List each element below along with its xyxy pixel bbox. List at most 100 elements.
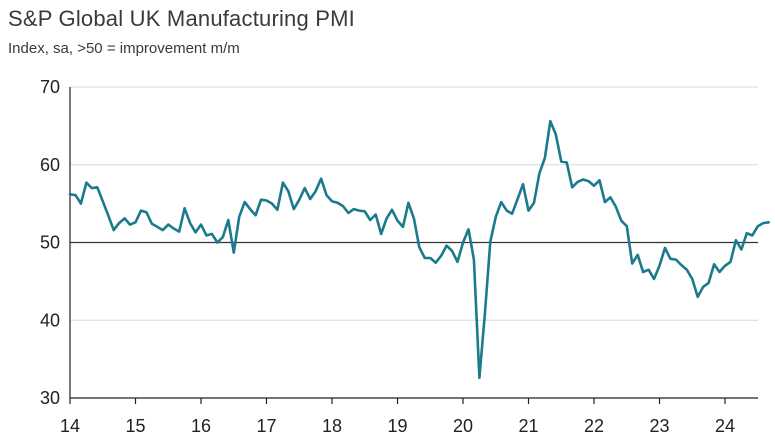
x-tick-label: 23	[649, 416, 669, 436]
data-point	[615, 206, 616, 207]
data-point	[129, 224, 130, 225]
data-point	[190, 223, 191, 224]
data-point	[206, 235, 207, 236]
x-tick-label: 15	[125, 416, 145, 436]
x-tick-label: 18	[322, 416, 342, 436]
data-point	[697, 296, 698, 297]
data-point	[637, 254, 638, 255]
data-point	[495, 216, 496, 217]
x-tick-label: 19	[387, 416, 407, 436]
data-point	[670, 258, 671, 259]
data-point	[310, 198, 311, 199]
data-point	[277, 209, 278, 210]
data-point	[577, 181, 578, 182]
data-point	[91, 188, 92, 189]
data-point	[80, 203, 81, 204]
data-point	[724, 265, 725, 266]
data-point	[517, 198, 518, 199]
x-tick-label: 24	[715, 416, 735, 436]
y-tick-label: 30	[40, 388, 60, 408]
data-point	[124, 218, 125, 219]
data-point	[348, 212, 349, 213]
data-point	[506, 210, 507, 211]
data-point	[648, 269, 649, 270]
data-point	[604, 202, 605, 203]
data-point	[266, 200, 267, 201]
data-point	[342, 205, 343, 206]
data-point	[686, 269, 687, 270]
data-point	[703, 286, 704, 287]
data-point	[659, 265, 660, 266]
data-point	[479, 377, 480, 378]
data-point	[331, 201, 332, 202]
data-point	[244, 202, 245, 203]
data-point	[708, 282, 709, 283]
data-point	[452, 251, 453, 252]
data-point	[321, 178, 322, 179]
data-point	[692, 278, 693, 279]
data-point	[511, 213, 512, 214]
y-tick-label: 40	[40, 310, 60, 330]
data-point	[326, 195, 327, 196]
data-point	[370, 219, 371, 220]
data-point	[435, 262, 436, 263]
data-point	[315, 191, 316, 192]
data-point	[250, 209, 251, 210]
data-point	[746, 233, 747, 234]
data-point	[490, 241, 491, 242]
data-point	[572, 187, 573, 188]
data-point	[501, 202, 502, 203]
data-point	[741, 249, 742, 250]
data-point	[228, 219, 229, 220]
data-point	[752, 235, 753, 236]
data-point	[735, 240, 736, 241]
data-point	[730, 261, 731, 262]
data-point	[282, 182, 283, 183]
data-point	[441, 255, 442, 256]
data-point	[375, 214, 376, 215]
y-tick-label: 50	[40, 233, 60, 253]
series-line	[68, 119, 771, 380]
data-point	[184, 208, 185, 209]
data-point	[173, 228, 174, 229]
data-point	[135, 222, 136, 223]
data-point	[102, 201, 103, 202]
x-tick-label: 16	[191, 416, 211, 436]
data-point	[217, 242, 218, 243]
data-point	[719, 271, 720, 272]
data-point	[462, 242, 463, 243]
data-point	[304, 188, 305, 189]
data-point	[353, 209, 354, 210]
data-point	[643, 271, 644, 272]
chart-title: S&P Global UK Manufacturing PMI	[8, 6, 355, 31]
data-point	[359, 210, 360, 211]
data-point	[484, 314, 485, 315]
data-point	[255, 215, 256, 216]
data-point	[239, 216, 240, 217]
y-axis-tick-labels: 30 40 50 60 70	[40, 77, 60, 408]
data-point	[457, 261, 458, 262]
data-point	[599, 180, 600, 181]
x-tick-label: 20	[453, 416, 473, 436]
data-point	[539, 173, 540, 174]
data-point	[140, 210, 141, 211]
data-point	[664, 247, 665, 248]
data-point	[621, 220, 622, 221]
data-point	[75, 195, 76, 196]
data-point	[610, 197, 611, 198]
data-point	[157, 226, 158, 227]
axes	[69, 87, 758, 404]
data-point	[714, 264, 715, 265]
data-point	[528, 210, 529, 211]
data-point	[675, 259, 676, 260]
data-point	[397, 220, 398, 221]
x-axis-tick-labels: 14 15 16 17 18 19 20 21 22 23 24	[60, 416, 735, 436]
data-point	[555, 134, 556, 135]
data-point	[632, 263, 633, 264]
data-point	[119, 223, 120, 224]
data-point	[386, 218, 387, 219]
data-point	[364, 211, 365, 212]
data-point	[413, 218, 414, 219]
data-point	[113, 230, 114, 231]
